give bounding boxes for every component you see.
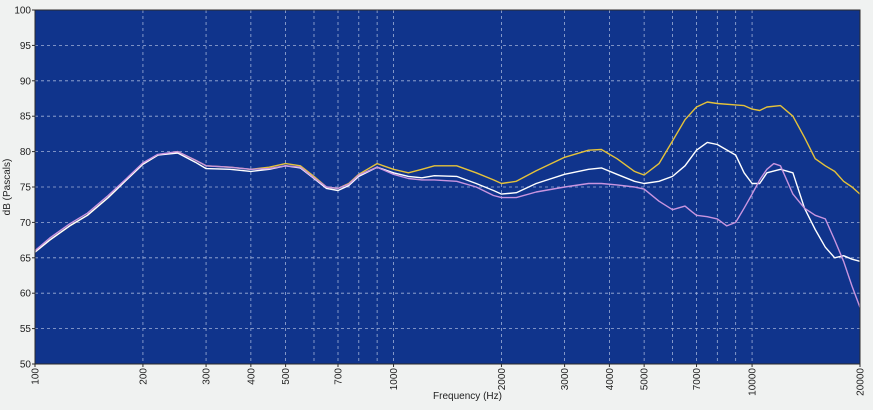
series-lines	[34, 101, 861, 308]
y-axis-ticks: 50 55 60 65 70 75 80 85 90 95 100	[14, 6, 35, 371]
x-tick-label: 3000	[560, 368, 571, 391]
grid-lines	[35, 10, 860, 364]
x-tick-label: 2000	[497, 368, 508, 391]
series-line-3	[34, 150, 861, 308]
y-axis-title: dB (Pascals)	[2, 159, 13, 216]
y-tick-label: 80	[20, 147, 32, 158]
y-tick-label: 95	[20, 41, 32, 52]
y-tick-label: 75	[20, 183, 32, 194]
y-tick-label: 50	[20, 360, 32, 371]
x-tick-label: 700	[334, 368, 345, 385]
y-tick-label: 60	[20, 289, 32, 300]
y-tick-label: 55	[20, 324, 32, 335]
y-tick-label: 70	[20, 218, 32, 229]
plot-area	[35, 10, 860, 364]
series-line-2	[34, 141, 861, 262]
x-axis-title: Frequency (Hz)	[433, 391, 502, 402]
x-tick-label: 10000	[748, 368, 759, 396]
x-tick-label: 400	[246, 368, 257, 385]
x-tick-label: 100	[31, 368, 42, 385]
x-tick-label: 20000	[856, 368, 867, 396]
x-tick-label: 200	[138, 368, 149, 385]
y-tick-label: 65	[20, 253, 32, 264]
x-axis-ticks: 100 200 300 400 500 700 1000 2000 3000 4000 5000 70…	[31, 364, 867, 396]
y-tick-label: 100	[14, 6, 31, 17]
y-tick-label: 85	[20, 112, 32, 123]
x-tick-label: 5000	[640, 368, 651, 391]
y-tick-label: 90	[20, 76, 32, 87]
x-tick-label: 4000	[605, 368, 616, 391]
x-tick-label: 500	[281, 368, 292, 385]
x-tick-label: 300	[202, 368, 213, 385]
x-tick-label: 1000	[389, 368, 400, 391]
x-tick-label: 7000	[692, 368, 703, 391]
